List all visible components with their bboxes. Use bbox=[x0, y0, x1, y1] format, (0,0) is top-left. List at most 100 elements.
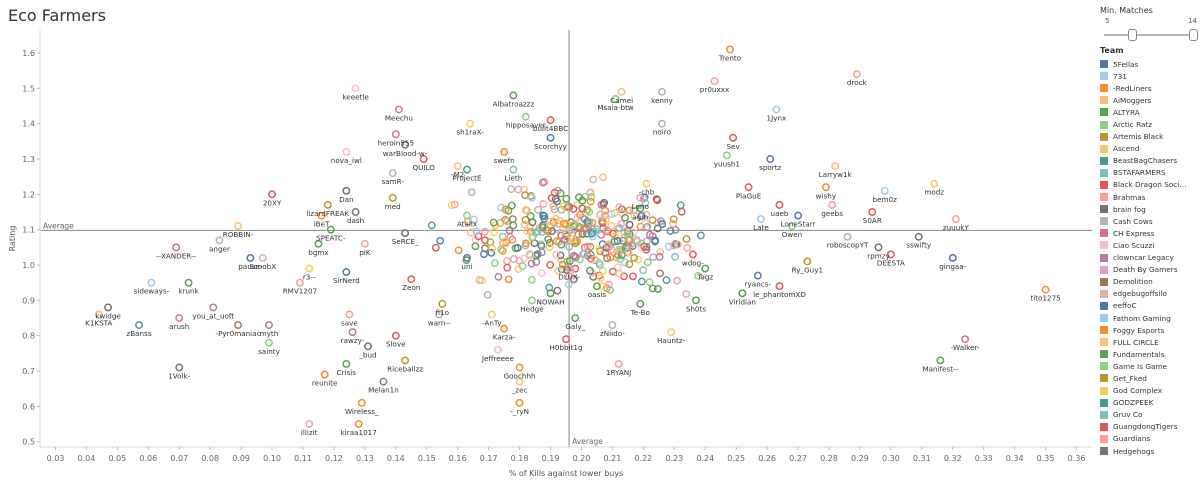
point[interactable] bbox=[342, 360, 351, 368]
min-matches-slider[interactable] bbox=[1104, 34, 1194, 36]
min-matches-slider-handle-left[interactable] bbox=[1128, 29, 1137, 41]
point[interactable] bbox=[565, 264, 574, 273]
point[interactable] bbox=[466, 119, 475, 128]
legend-item[interactable]: 5Fellas bbox=[1100, 58, 1198, 70]
point[interactable] bbox=[852, 70, 861, 79]
point[interactable] bbox=[617, 87, 626, 96]
point[interactable] bbox=[688, 250, 697, 259]
point[interactable] bbox=[614, 360, 623, 368]
point[interactable] bbox=[175, 363, 184, 372]
point[interactable] bbox=[320, 370, 329, 379]
point[interactable] bbox=[775, 282, 784, 291]
point[interactable] bbox=[234, 321, 242, 330]
point[interactable] bbox=[435, 310, 444, 319]
point[interactable] bbox=[265, 321, 273, 330]
point[interactable] bbox=[463, 165, 471, 174]
point[interactable] bbox=[726, 45, 734, 54]
legend-item[interactable]: Fundamentals bbox=[1100, 348, 1198, 360]
point[interactable] bbox=[463, 211, 471, 220]
point[interactable] bbox=[657, 87, 666, 96]
point[interactable] bbox=[509, 91, 518, 100]
point[interactable] bbox=[521, 112, 530, 121]
point[interactable] bbox=[391, 331, 400, 340]
point[interactable] bbox=[828, 200, 837, 209]
point[interactable] bbox=[493, 345, 502, 354]
point[interactable] bbox=[592, 282, 601, 291]
point[interactable] bbox=[930, 179, 939, 188]
point[interactable] bbox=[419, 155, 428, 163]
point[interactable] bbox=[729, 133, 738, 142]
point[interactable] bbox=[234, 222, 242, 231]
point[interactable] bbox=[147, 278, 156, 287]
point[interactable] bbox=[500, 324, 509, 333]
point[interactable] bbox=[463, 253, 471, 262]
point[interactable] bbox=[391, 130, 400, 139]
legend-item[interactable]: edgebugoffsilo bbox=[1100, 288, 1198, 300]
point[interactable] bbox=[546, 133, 555, 142]
legend-item[interactable]: clowncar Legacy bbox=[1100, 252, 1198, 264]
point[interactable] bbox=[636, 299, 645, 308]
point[interactable] bbox=[874, 243, 883, 252]
legend-item[interactable]: Black Dragon Soci… bbox=[1100, 179, 1198, 191]
legend-item[interactable]: BSTAFARMERS bbox=[1100, 167, 1198, 179]
legend-item[interactable]: Hedgehogs bbox=[1100, 445, 1198, 457]
point[interactable] bbox=[515, 363, 524, 372]
point[interactable] bbox=[636, 204, 645, 213]
point[interactable] bbox=[803, 257, 812, 266]
point[interactable] bbox=[342, 268, 351, 277]
point[interactable] bbox=[357, 398, 366, 407]
point[interactable] bbox=[394, 105, 403, 114]
point[interactable] bbox=[611, 94, 620, 103]
point[interactable] bbox=[268, 190, 277, 199]
point[interactable] bbox=[951, 215, 960, 224]
point[interactable] bbox=[487, 310, 496, 319]
point[interactable] bbox=[175, 314, 184, 322]
point[interactable] bbox=[961, 335, 970, 344]
point[interactable] bbox=[305, 420, 314, 428]
point[interactable] bbox=[345, 310, 354, 319]
point[interactable] bbox=[738, 289, 747, 298]
point[interactable] bbox=[886, 250, 895, 259]
point[interactable] bbox=[914, 232, 923, 241]
legend-item[interactable]: Death By Gamers bbox=[1100, 264, 1198, 276]
point[interactable] bbox=[323, 200, 332, 209]
point[interactable] bbox=[756, 215, 765, 224]
legend-item[interactable]: -RedLiners bbox=[1100, 82, 1198, 94]
point[interactable] bbox=[515, 398, 524, 407]
point[interactable] bbox=[135, 321, 143, 330]
legend-item[interactable]: 731 bbox=[1100, 70, 1198, 82]
legend-item[interactable]: Get_Fked bbox=[1100, 372, 1198, 384]
legend-item[interactable]: GODZPEEK bbox=[1100, 397, 1198, 409]
legend-item[interactable]: Fathom Gaming bbox=[1100, 312, 1198, 324]
legend-item[interactable]: FULL CIRCLE bbox=[1100, 336, 1198, 348]
point[interactable] bbox=[209, 303, 218, 312]
legend-item[interactable]: eeffoC bbox=[1100, 300, 1198, 312]
legend-item[interactable]: Demolition bbox=[1100, 276, 1198, 288]
point[interactable] bbox=[528, 296, 536, 305]
point[interactable] bbox=[692, 296, 700, 305]
point[interactable] bbox=[407, 275, 416, 284]
point[interactable] bbox=[326, 225, 335, 234]
point[interactable] bbox=[388, 169, 397, 178]
point[interactable] bbox=[766, 155, 775, 163]
point[interactable] bbox=[265, 338, 273, 347]
point[interactable] bbox=[657, 119, 666, 128]
point[interactable] bbox=[305, 264, 314, 273]
point[interactable] bbox=[360, 239, 369, 248]
legend-item[interactable]: Ascend bbox=[1100, 143, 1198, 155]
point[interactable] bbox=[94, 310, 103, 319]
point[interactable] bbox=[571, 314, 580, 322]
point[interactable] bbox=[710, 77, 719, 86]
point[interactable] bbox=[831, 162, 840, 171]
point[interactable] bbox=[821, 183, 830, 192]
point[interactable] bbox=[642, 179, 651, 188]
legend-item[interactable]: Gruv Co bbox=[1100, 409, 1198, 421]
legend-item[interactable]: Ciao Scuzzi bbox=[1100, 239, 1198, 251]
legend-item[interactable]: Cash Cows bbox=[1100, 215, 1198, 227]
point[interactable] bbox=[546, 289, 555, 298]
point[interactable] bbox=[453, 162, 462, 171]
point[interactable] bbox=[1041, 285, 1050, 294]
legend-item[interactable]: brain fog bbox=[1100, 203, 1198, 215]
legend-item[interactable]: Game Is Game bbox=[1100, 360, 1198, 372]
point[interactable] bbox=[379, 377, 388, 386]
